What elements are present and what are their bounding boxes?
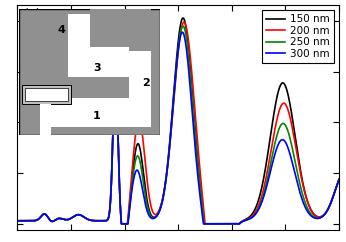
- 150 nm: [331, 196, 335, 198]
- 250 nm: [296, 175, 300, 178]
- Line: 250 nm: 250 nm: [17, 26, 339, 224]
- Text: (a): (a): [24, 8, 41, 21]
- 250 nm: [331, 196, 335, 198]
- 200 nm: [15, 219, 19, 222]
- 250 nm: [52, 219, 56, 222]
- 200 nm: [71, 215, 75, 218]
- 150 nm: [15, 219, 19, 222]
- 150 nm: [181, 16, 185, 19]
- 200 nm: [119, 222, 124, 225]
- 150 nm: [71, 215, 75, 218]
- 300 nm: [296, 185, 300, 188]
- Line: 300 nm: 300 nm: [17, 32, 339, 224]
- Line: 150 nm: 150 nm: [17, 18, 339, 224]
- 300 nm: [139, 179, 143, 182]
- 150 nm: [52, 219, 56, 222]
- Line: 200 nm: 200 nm: [17, 22, 339, 224]
- 150 nm: [119, 222, 124, 225]
- 300 nm: [180, 31, 184, 34]
- 250 nm: [71, 215, 75, 218]
- 300 nm: [52, 219, 56, 222]
- 200 nm: [337, 178, 341, 181]
- Legend: 150 nm, 200 nm, 250 nm, 300 nm: 150 nm, 200 nm, 250 nm, 300 nm: [262, 10, 334, 63]
- 150 nm: [296, 156, 300, 159]
- 200 nm: [296, 160, 300, 163]
- 200 nm: [139, 123, 143, 126]
- 150 nm: [337, 178, 341, 181]
- 300 nm: [337, 178, 341, 181]
- 300 nm: [331, 196, 335, 198]
- 200 nm: [153, 213, 157, 216]
- 300 nm: [71, 215, 75, 218]
- 300 nm: [153, 217, 157, 219]
- 250 nm: [153, 216, 157, 219]
- 300 nm: [15, 219, 19, 222]
- 250 nm: [15, 219, 19, 222]
- 200 nm: [182, 21, 186, 23]
- 250 nm: [337, 178, 341, 181]
- 300 nm: [119, 222, 124, 225]
- 200 nm: [331, 196, 335, 198]
- 150 nm: [139, 151, 143, 154]
- 250 nm: [139, 164, 143, 167]
- 250 nm: [181, 25, 185, 28]
- 250 nm: [119, 222, 124, 225]
- 150 nm: [153, 216, 157, 219]
- 200 nm: [52, 219, 56, 222]
